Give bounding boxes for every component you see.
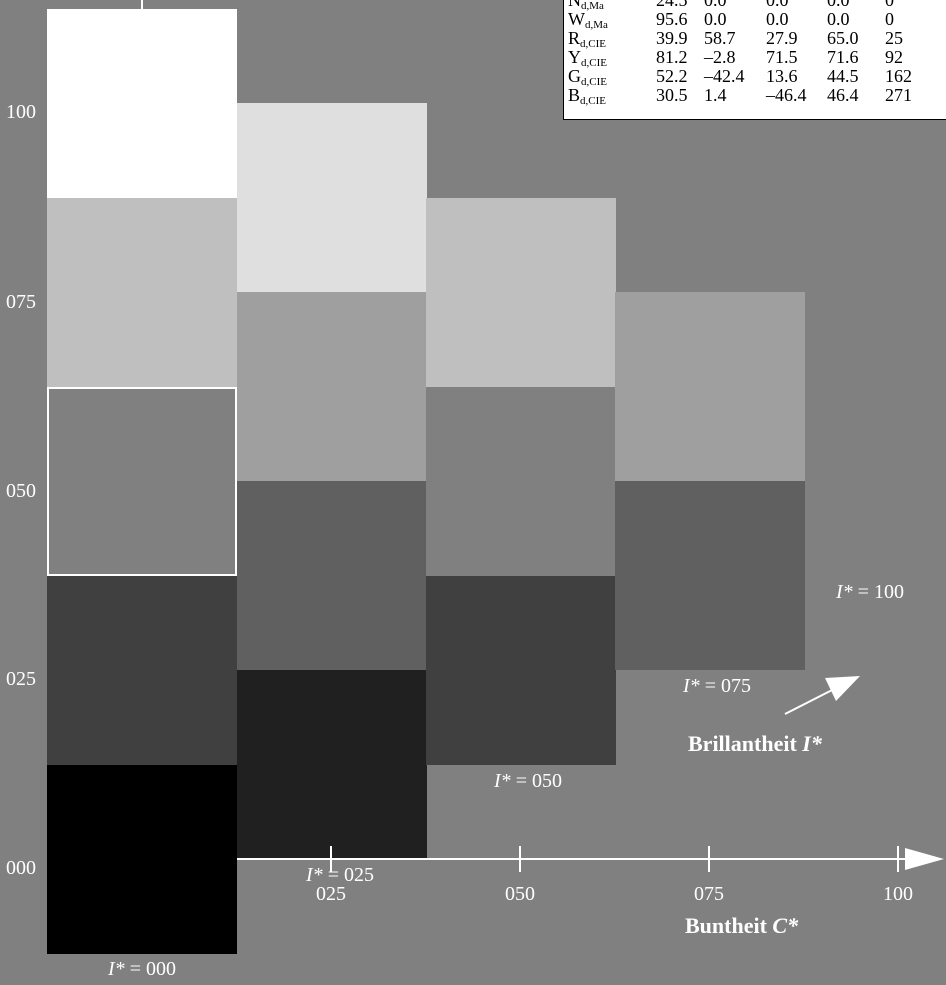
table-cell: 52.2 xyxy=(656,66,688,86)
table-cell: 0.0 xyxy=(766,9,789,29)
table-cell: 13.6 xyxy=(766,66,798,86)
x-axis-title: Buntheit C* xyxy=(685,913,799,938)
table-row-header: Yd,CIE xyxy=(568,48,607,73)
i-label-025-eq: = 025 xyxy=(322,864,374,886)
i-label-000-eq: = 000 xyxy=(124,958,176,980)
i-label-100-var: I* xyxy=(836,581,853,603)
table-cell: 81.2 xyxy=(656,47,688,67)
table-row-header: Gd,CIE xyxy=(568,67,607,92)
x-axis-title-text: Buntheit xyxy=(685,913,773,938)
color-tile-c2-r2 xyxy=(426,576,616,765)
row-symbol: G xyxy=(568,66,581,86)
table-cell: 0 xyxy=(885,9,894,29)
table-cell: –46.4 xyxy=(766,85,807,105)
color-tile-c3-r3 xyxy=(615,481,805,670)
row-symbol-subscript: d,CIE xyxy=(581,57,607,69)
table-row-header: Nd,Ma xyxy=(568,0,604,16)
i-label-000: I* = 000 xyxy=(72,959,212,979)
table-cell: 39.9 xyxy=(656,28,688,48)
table-row-header: Wd,Ma xyxy=(568,10,608,35)
table-row-header: Bd,CIE xyxy=(568,86,606,111)
x-tick-label-025: 025 xyxy=(316,883,346,905)
color-tile-c0-r3 xyxy=(47,387,237,576)
x-tick-label-050: 050 xyxy=(505,883,535,905)
row-symbol-subscript: d,CIE xyxy=(580,38,606,50)
color-tile-c1-r2 xyxy=(237,670,427,859)
table-cell: 1.4 xyxy=(704,85,727,105)
row-symbol-subscript: d,CIE xyxy=(580,95,606,107)
table-cell: 71.5 xyxy=(766,47,798,67)
table-cell: 0.0 xyxy=(704,9,727,29)
row-symbol: Y xyxy=(568,47,581,67)
table-cell: 27.9 xyxy=(766,28,798,48)
brillantheit-title: Brillantheit I* xyxy=(688,731,822,756)
i-label-100: I* = 100 xyxy=(836,582,904,602)
table-cell: 30.5 xyxy=(656,85,688,105)
table-cell: 46.4 xyxy=(827,85,859,105)
brillantheit-arrowhead xyxy=(825,676,860,701)
x-axis-arrowhead xyxy=(905,848,944,870)
row-symbol-subscript: d,CIE xyxy=(581,76,607,88)
color-tile-c0-r1 xyxy=(47,765,237,954)
row-symbol-subscript: d,Ma xyxy=(585,19,608,31)
color-tile-c1-r4 xyxy=(237,292,427,481)
brillantheit-arrow-shaft xyxy=(784,685,841,715)
table-cell: 24.5 xyxy=(656,0,688,10)
table-cell: –42.4 xyxy=(704,66,745,86)
i-label-025-var: I* xyxy=(306,864,323,886)
color-tile-c1-r3 xyxy=(237,481,427,670)
i-label-050-var: I* xyxy=(494,770,511,792)
color-tile-c1-r5 xyxy=(237,103,427,292)
table-row-header: Rd,CIE xyxy=(568,29,606,54)
table-cell: 25 xyxy=(885,28,903,48)
table-cell: 0 xyxy=(885,0,894,10)
table-cell: 65.0 xyxy=(827,28,859,48)
y-tick-label-000: 000 xyxy=(6,857,36,879)
color-tile-c3-r4 xyxy=(615,292,805,481)
x-tick-label-075: 075 xyxy=(694,883,724,905)
color-data-table: Nd,Ma 24.5 0.0 0.0 0.0 0 Wd,Ma 95.6 0.0 0.0 0.0 0 Rd… xyxy=(563,0,946,120)
table-cell: 58.7 xyxy=(704,28,736,48)
i-label-050-eq: = 050 xyxy=(510,770,562,792)
color-tile-c0-r2 xyxy=(47,576,237,765)
row-symbol: B xyxy=(568,85,581,105)
i-label-000-var: I* xyxy=(108,958,125,980)
table-cell: 0.0 xyxy=(766,0,789,10)
table-cell: 44.5 xyxy=(827,66,859,86)
i-label-075: I* = 075 xyxy=(647,676,787,696)
table-cell: 92 xyxy=(885,47,903,67)
table-cell: 0.0 xyxy=(704,0,727,10)
table-cell: 0.0 xyxy=(827,0,850,10)
i-label-025: I* = 025 xyxy=(270,865,410,885)
color-tile-c2-r4 xyxy=(426,198,616,387)
x-axis-title-var: C* xyxy=(772,913,799,938)
y-tick-label-050: 050 xyxy=(6,480,36,502)
row-symbol: N xyxy=(568,0,581,10)
y-tick-label-100: 100 xyxy=(6,101,36,123)
table-cell: 95.6 xyxy=(656,9,688,29)
brillantheit-title-text: Brillantheit xyxy=(688,731,803,756)
y-tick-label-075: 075 xyxy=(6,291,36,313)
brillantheit-title-var: I* xyxy=(802,731,822,756)
x-tick-label-100: 100 xyxy=(883,883,913,905)
i-label-075-eq: = 075 xyxy=(699,675,751,697)
y-tick-label-025: 025 xyxy=(6,668,36,690)
row-symbol-subscript: d,Ma xyxy=(581,0,604,12)
row-symbol: R xyxy=(568,28,581,48)
i-label-075-var: I* xyxy=(683,675,700,697)
table-cell: 162 xyxy=(885,66,912,86)
i-label-100-eq: = 100 xyxy=(852,581,904,603)
table-cell: 71.6 xyxy=(827,47,859,67)
color-tile-c0-r4 xyxy=(47,198,237,387)
color-tile-c0-r5 xyxy=(47,9,237,198)
table-cell: –2.8 xyxy=(704,47,736,67)
table-cell: 271 xyxy=(885,85,912,105)
i-label-050: I* = 050 xyxy=(458,771,598,791)
row-symbol: W xyxy=(568,9,585,29)
color-tile-c2-r3 xyxy=(426,387,616,576)
table-cell: 0.0 xyxy=(827,9,850,29)
